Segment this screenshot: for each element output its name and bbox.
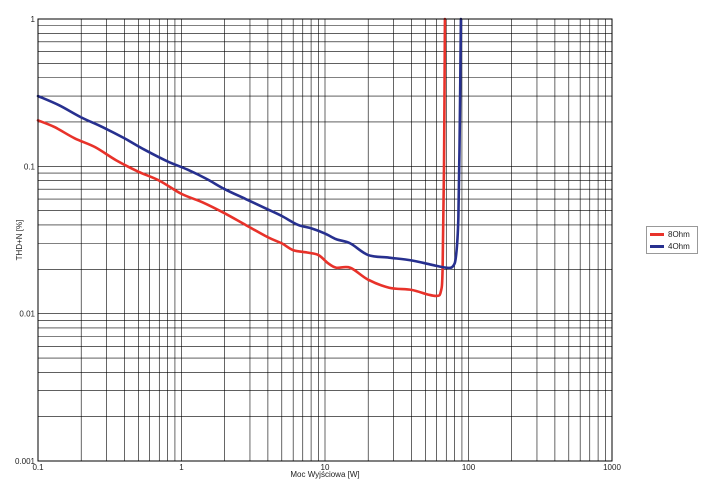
x-tick-label: 1 — [179, 463, 184, 472]
y-tick-label: 0.1 — [24, 162, 36, 171]
x-tick-label: 0.1 — [32, 463, 44, 472]
legend-label-4ohm: 4Ohm — [668, 241, 690, 251]
y-tick-label: 0.01 — [19, 310, 35, 319]
x-tick-label: 100 — [462, 463, 476, 472]
y-tick-label: 1 — [31, 15, 36, 24]
tick-labels: 0.1 1 10 100 1000 0.001 0.01 0.1 1 — [15, 15, 621, 472]
legend-item-4ohm: 4Ohm — [647, 240, 697, 252]
grid — [38, 19, 612, 461]
legend-label-8ohm: 8Ohm — [668, 229, 690, 239]
plot-frame — [37, 18, 613, 462]
series-line-4ohm — [36, 17, 463, 270]
x-tick-label: 10 — [321, 463, 330, 472]
series-line-8ohm — [36, 17, 447, 298]
y-tick-label: 0.001 — [15, 457, 36, 466]
legend: 8Ohm 4Ohm — [646, 226, 698, 254]
x-axis-label: Moc Wyjściowa [W] — [290, 470, 359, 479]
series-layer — [36, 17, 463, 298]
y-axis-label: THD+N [%] — [15, 220, 24, 261]
legend-swatch-8ohm — [650, 232, 664, 236]
legend-item-8ohm: 8Ohm — [647, 228, 697, 240]
x-tick-label: 1000 — [603, 463, 621, 472]
legend-swatch-4ohm — [650, 244, 664, 248]
